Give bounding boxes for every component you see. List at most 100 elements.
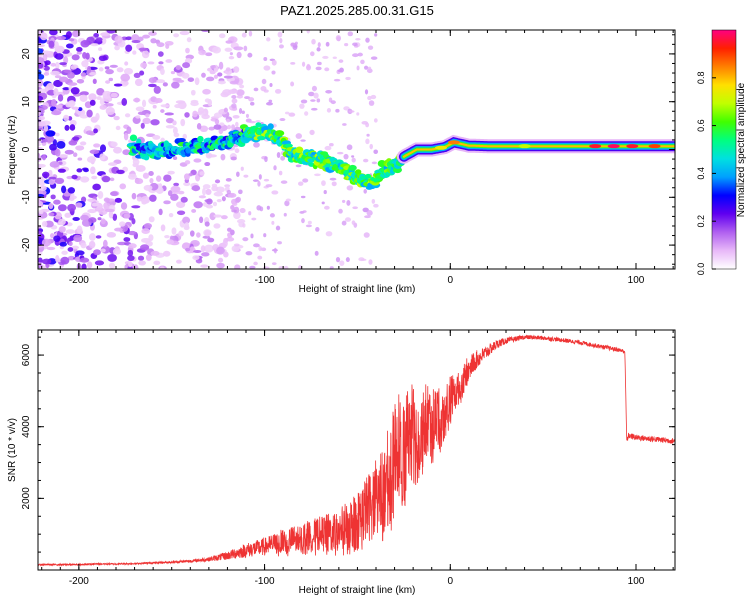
spectrogram-noise-blob bbox=[230, 204, 235, 210]
spectrogram-noise-blob bbox=[184, 222, 190, 229]
spectrogram-y-label: Frequency (Hz) bbox=[7, 116, 18, 185]
colorbar: 0.0 0.2 0.4 0.6 0.8 Normalized spectral ampl… bbox=[696, 29, 747, 275]
spectrogram-noise-blob bbox=[301, 218, 305, 224]
spectrogram-noise-blob bbox=[148, 83, 157, 88]
spectrogram-peak bbox=[518, 144, 531, 149]
spectrogram-ridge-blob bbox=[274, 130, 285, 137]
spectrogram-noise-blob bbox=[162, 82, 168, 87]
spectrogram-noise-blob bbox=[266, 205, 270, 210]
snr-y-axis: 2000 4000 6000 bbox=[21, 336, 675, 571]
spectrogram-noise-blob bbox=[369, 143, 373, 150]
spectrogram-noise-blob bbox=[72, 216, 80, 221]
spectrogram-noise-blob bbox=[92, 78, 97, 85]
spectrogram-noise-blob bbox=[167, 170, 175, 175]
spectrogram-noise-blob bbox=[88, 217, 97, 224]
spectrogram-noise-blob bbox=[204, 98, 211, 103]
snr-x-label: Height of straight line (km) bbox=[299, 585, 416, 596]
spectrogram-noise-blob bbox=[217, 72, 223, 77]
spectrogram-noise-blob bbox=[181, 72, 190, 79]
spectrogram-noise-blob bbox=[93, 143, 101, 148]
spectrogram-noise-blob bbox=[167, 190, 173, 197]
spectrogram-noise-blob bbox=[59, 62, 67, 66]
spectrogram-noise-blob bbox=[112, 213, 118, 221]
colorbar-tick-label: 0.8 bbox=[696, 72, 706, 85]
spectrogram-noise-blob bbox=[55, 61, 60, 70]
spectrogram-ridge-blob bbox=[348, 164, 357, 171]
spectrogram-noise-blob bbox=[191, 208, 197, 213]
spectrogram-noise-blob bbox=[132, 50, 137, 55]
spectrogram-noise-blob bbox=[263, 57, 268, 61]
spectrogram-noise-blob bbox=[309, 129, 315, 136]
spectrogram-noise-blob bbox=[325, 231, 333, 237]
spectrogram-noise-blob bbox=[88, 233, 96, 241]
spectrogram-noise-blob bbox=[263, 178, 270, 182]
spectrogram-noise-blob bbox=[116, 67, 124, 73]
spectrogram-noise-blob bbox=[364, 89, 369, 95]
spectrogram-noise-blob bbox=[260, 85, 267, 92]
spectrogram-noise-blob bbox=[218, 61, 224, 70]
spectrogram-noise-blob bbox=[99, 98, 105, 106]
spectrogram-noise-blob bbox=[373, 149, 379, 155]
spectrogram-noise-blob bbox=[284, 200, 290, 207]
spectrogram-noise-blob bbox=[93, 128, 98, 134]
spectrogram-x-axis: -200 -100 0 100 bbox=[41, 30, 674, 286]
spectrogram-noise-blob bbox=[142, 172, 150, 179]
spectrogram-noise-blob bbox=[88, 93, 97, 101]
spectrogram-noise-blob bbox=[329, 177, 337, 181]
spectrogram-noise-blob bbox=[108, 162, 118, 166]
spectrogram-noise-blob bbox=[64, 124, 70, 131]
spectrogram-noise-blob bbox=[265, 184, 273, 188]
spectrogram-noise-blob bbox=[307, 220, 312, 225]
spectrogram-noise-blob bbox=[105, 80, 111, 84]
spectrogram-noise-blob bbox=[219, 122, 225, 127]
spectrogram-noise-blob bbox=[335, 35, 342, 41]
spectrogram-noise-blob bbox=[374, 33, 378, 37]
spectrogram-noise-blob bbox=[346, 185, 354, 191]
spectrogram-noise-blob bbox=[126, 126, 132, 135]
spectrogram-noise-blob bbox=[227, 89, 238, 94]
spectrogram-noise-blob bbox=[105, 107, 115, 116]
spectrogram-noise-blob bbox=[121, 98, 128, 106]
spectrogram-noise-blob bbox=[321, 201, 325, 205]
spectrogram-noise-blob bbox=[223, 75, 233, 79]
spectrogram-y-tick-label: -10 bbox=[21, 190, 32, 205]
spectrogram-noise-blob bbox=[86, 65, 92, 74]
spectrogram-y-axis: -20 -10 0 10 20 bbox=[21, 34, 675, 265]
spectrogram-noise-blob bbox=[38, 95, 44, 102]
spectrogram-noise-blob bbox=[175, 100, 186, 104]
spectrogram-noise-blob bbox=[196, 232, 201, 238]
spectrogram-noise-blob bbox=[41, 139, 48, 143]
spectrogram-noise-blob bbox=[127, 255, 135, 262]
spectrogram-noise-blob bbox=[211, 185, 219, 192]
spectrogram-noise-blob bbox=[38, 193, 45, 198]
spectrogram-noise-blob bbox=[202, 235, 211, 239]
spectrogram-ridge-blob bbox=[163, 140, 170, 147]
spectrogram-noise-blob bbox=[148, 216, 155, 223]
spectrogram-noise-blob bbox=[153, 260, 161, 265]
spectrogram-ridge-blob bbox=[255, 122, 262, 128]
spectrogram-noise-blob bbox=[110, 191, 119, 197]
spectrogram-noise-blob bbox=[148, 31, 157, 36]
spectrogram-noise-blob bbox=[71, 106, 79, 110]
spectrogram-noise-blob bbox=[223, 107, 228, 113]
spectrogram-noise-blob bbox=[348, 110, 355, 113]
spectrogram-noise-blob bbox=[145, 254, 152, 262]
spectrogram-noise-blob bbox=[298, 181, 304, 186]
spectrogram-noise-blob bbox=[332, 56, 337, 60]
spectrogram-noise-blob bbox=[38, 73, 45, 80]
spectrogram-noise-blob bbox=[271, 70, 276, 75]
spectrogram-noise-blob bbox=[127, 249, 134, 257]
spectrogram-noise-blob bbox=[108, 262, 116, 269]
spectrogram-noise-blob bbox=[184, 160, 191, 165]
spectrogram-noise-blob bbox=[114, 45, 120, 51]
snr-series-line bbox=[38, 334, 675, 567]
spectrogram-noise-blob bbox=[324, 145, 332, 151]
spectrogram-noise-blob bbox=[150, 119, 160, 126]
spectrogram-noise-blob bbox=[277, 31, 283, 38]
spectrogram-noise-blob bbox=[48, 40, 55, 48]
spectrogram-noise-blob bbox=[165, 125, 175, 129]
spectrogram-noise-blob bbox=[76, 46, 83, 52]
spectrogram-noise-blob bbox=[187, 77, 195, 82]
spectrogram-noise-blob bbox=[314, 250, 319, 256]
snr-y-tick-label: 2000 bbox=[21, 487, 32, 510]
